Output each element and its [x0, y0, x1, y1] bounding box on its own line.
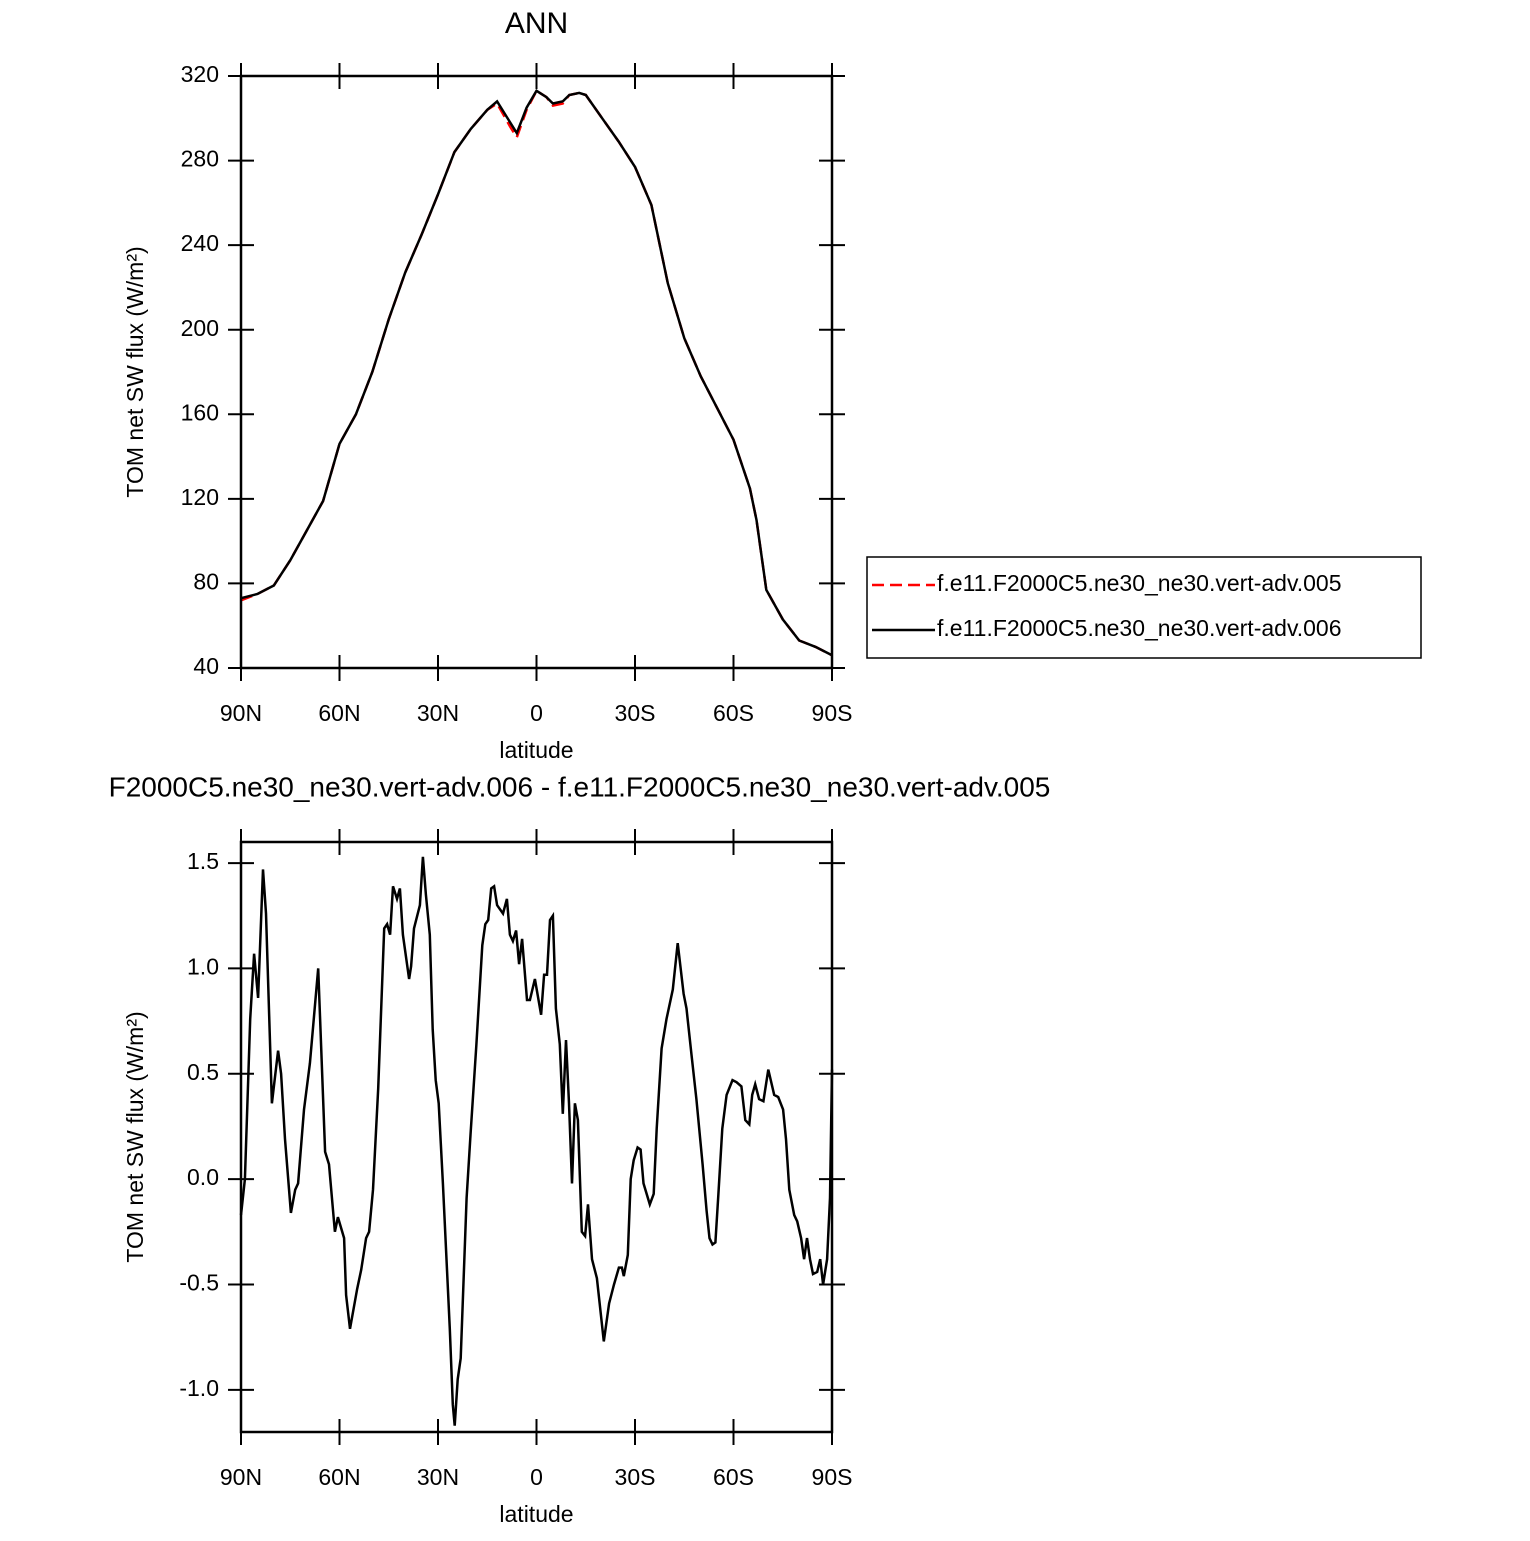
y-tick-label: 0.5 — [187, 1059, 219, 1085]
legend-label: f.e11.F2000C5.ne30_ne30.vert-adv.005 — [937, 570, 1342, 596]
x-tick-label: 60S — [713, 1464, 754, 1490]
x-tick-label: 0 — [530, 700, 543, 726]
legend-label: f.e11.F2000C5.ne30_ne30.vert-adv.006 — [937, 615, 1342, 641]
y-axis-label: TOM net SW flux (W/m²) — [122, 246, 148, 497]
data-line — [239, 856, 834, 1426]
x-tick-label: 30N — [417, 1464, 459, 1490]
y-tick-label: 160 — [181, 399, 219, 425]
x-tick-label: 30S — [615, 1464, 656, 1490]
x-tick-label: 60S — [713, 700, 754, 726]
y-tick-label: 80 — [193, 569, 219, 595]
y-tick-label: 40 — [193, 653, 219, 679]
x-tick-label: 90N — [220, 1464, 262, 1490]
x-tick-label: 30S — [615, 700, 656, 726]
x-tick-label: 90S — [812, 700, 853, 726]
x-tick-label: 90N — [220, 700, 262, 726]
y-tick-label: 280 — [181, 146, 219, 172]
data-line — [240, 89, 833, 657]
y-tick-label: 0.0 — [187, 1164, 219, 1190]
y-axis-label: TOM net SW flux (W/m²) — [122, 1011, 148, 1262]
x-tick-label: 30N — [417, 700, 459, 726]
chart-title: ANN — [505, 7, 568, 40]
plot-frame — [239, 840, 834, 1434]
x-tick-label: 60N — [318, 700, 360, 726]
x-tick-label: 60N — [318, 1464, 360, 1490]
y-tick-label: 1.0 — [187, 954, 219, 980]
legend-box — [866, 556, 1422, 659]
x-tick-label: 0 — [530, 1464, 543, 1490]
y-tick-label: 240 — [181, 230, 219, 256]
x-tick-label: 90S — [812, 1464, 853, 1490]
chart-title: F2000C5.ne30_ne30.vert-adv.006 - f.e11.F… — [109, 771, 1051, 802]
x-axis-label: latitude — [499, 737, 573, 763]
y-tick-label: 1.5 — [187, 848, 219, 874]
data-line — [240, 89, 833, 657]
y-tick-label: 200 — [181, 315, 219, 341]
y-tick-label: -0.5 — [179, 1270, 219, 1296]
plot-frame — [239, 74, 834, 670]
y-tick-label: -1.0 — [179, 1375, 219, 1401]
y-tick-label: 320 — [181, 61, 219, 87]
x-axis-label: latitude — [499, 1501, 573, 1527]
y-tick-label: 120 — [181, 484, 219, 510]
